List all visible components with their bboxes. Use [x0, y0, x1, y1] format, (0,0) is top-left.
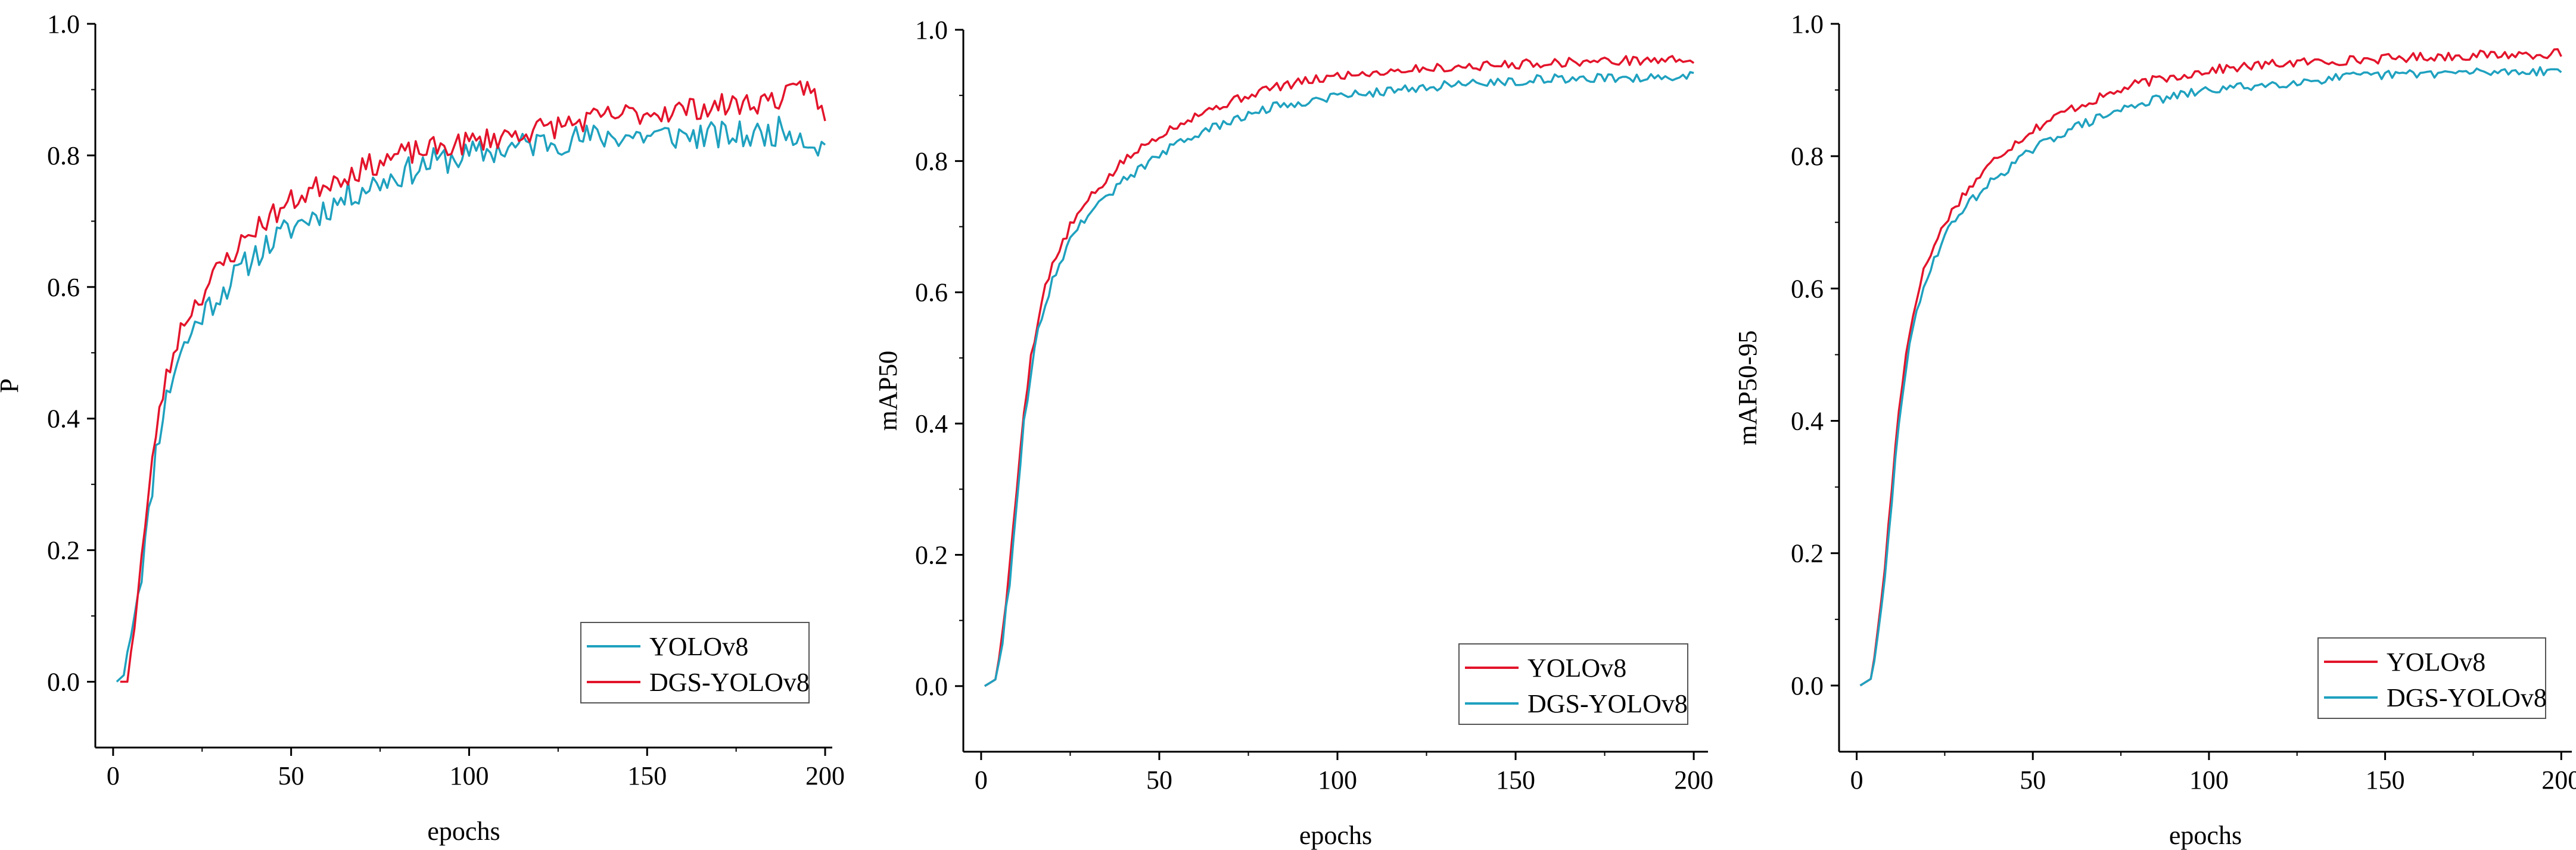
x-axis-title: epochs	[2169, 821, 2242, 850]
x-tick-label: 200	[805, 761, 845, 790]
y-tick-label: 1.0	[47, 10, 80, 39]
x-tick-label: 200	[2541, 765, 2576, 795]
legend-label: YOLOv8	[649, 632, 748, 661]
x-axis-title: epochs	[427, 817, 500, 846]
y-tick-label: 0.2	[47, 536, 80, 565]
x-axis-title: epochs	[1299, 821, 1372, 850]
legend-box	[2317, 637, 2546, 719]
legend-label: YOLOv8	[1527, 653, 1626, 683]
series-line-dgs-yolov8	[120, 80, 826, 683]
y-tick-label: 0.2	[915, 540, 948, 569]
series-line-yolov8	[984, 55, 1695, 687]
y-tick-label: 0.8	[47, 141, 80, 170]
y-tick-label: 0.0	[915, 672, 948, 701]
x-tick-label: 100	[1318, 765, 1357, 795]
x-tick-label: 50	[2020, 765, 2046, 795]
y-axis-title: mAP50	[873, 351, 903, 431]
y-axis-title: mAP50-95	[1733, 330, 1762, 445]
x-tick-label: 50	[1146, 765, 1172, 795]
y-tick-label: 0.2	[1791, 539, 1824, 568]
legend-label: DGS-YOLOv8	[2387, 683, 2547, 712]
y-tick-label: 0.4	[1791, 407, 1824, 436]
y-tick-label: 1.0	[915, 15, 948, 45]
legend-label: YOLOv8	[2387, 647, 2485, 677]
legend-label: DGS-YOLOv8	[1527, 689, 1688, 718]
x-tick-label: 0	[975, 765, 988, 795]
y-tick-label: 1.0	[1791, 10, 1824, 39]
x-tick-label: 0	[107, 761, 120, 790]
y-tick-label: 0.4	[915, 409, 948, 438]
y-axis-title: P	[0, 378, 24, 393]
legend-box	[1458, 643, 1688, 725]
x-tick-label: 150	[2366, 765, 2405, 795]
y-tick-label: 0.8	[915, 147, 948, 176]
x-tick-label: 100	[2189, 765, 2229, 795]
legend: YOLOv8 DGS-YOLOv8	[2317, 637, 2547, 719]
legend: YOLOv8 DGS-YOLOv8	[1458, 643, 1688, 725]
series-line-yolov8	[1859, 48, 2562, 687]
x-tick-label: 50	[278, 761, 304, 790]
x-tick-label: 100	[449, 761, 489, 790]
x-tick-label: 150	[627, 761, 667, 790]
y-tick-label: 0.6	[915, 278, 948, 307]
chart-panel-2: 0.0 0.2 0.4 0.6 0.8 1.0 0 50 100 150 200 epochs mAP5…	[873, 15, 1713, 850]
x-tick-label: 200	[1674, 765, 1713, 795]
chart-panel-1: 0.0 0.2 0.4 0.6 0.8 1.0 0 50 100 150 200 epochs P YOL…	[0, 10, 845, 846]
legend-box	[580, 622, 810, 703]
legend: YOLOv8 DGS-YOLOv8	[580, 622, 810, 703]
y-tick-label: 0.4	[47, 404, 80, 434]
y-tick-label: 0.6	[1791, 274, 1824, 303]
y-tick-label: 0.0	[47, 668, 80, 697]
y-tick-label: 0.0	[1791, 671, 1824, 700]
legend-label: DGS-YOLOv8	[649, 668, 810, 697]
x-tick-label: 0	[1850, 765, 1863, 795]
y-tick-label: 0.6	[47, 273, 80, 302]
chart-panel-3: 0.0 0.2 0.4 0.6 0.8 1.0 0 50 100 150 200 epochs mAP5…	[1733, 10, 2576, 850]
series-line-dgs-yolov8	[984, 71, 1694, 687]
y-tick-label: 0.8	[1791, 142, 1824, 171]
x-tick-label: 150	[1496, 765, 1535, 795]
series-line-yolov8	[116, 116, 826, 683]
series-line-dgs-yolov8	[1859, 66, 2562, 687]
